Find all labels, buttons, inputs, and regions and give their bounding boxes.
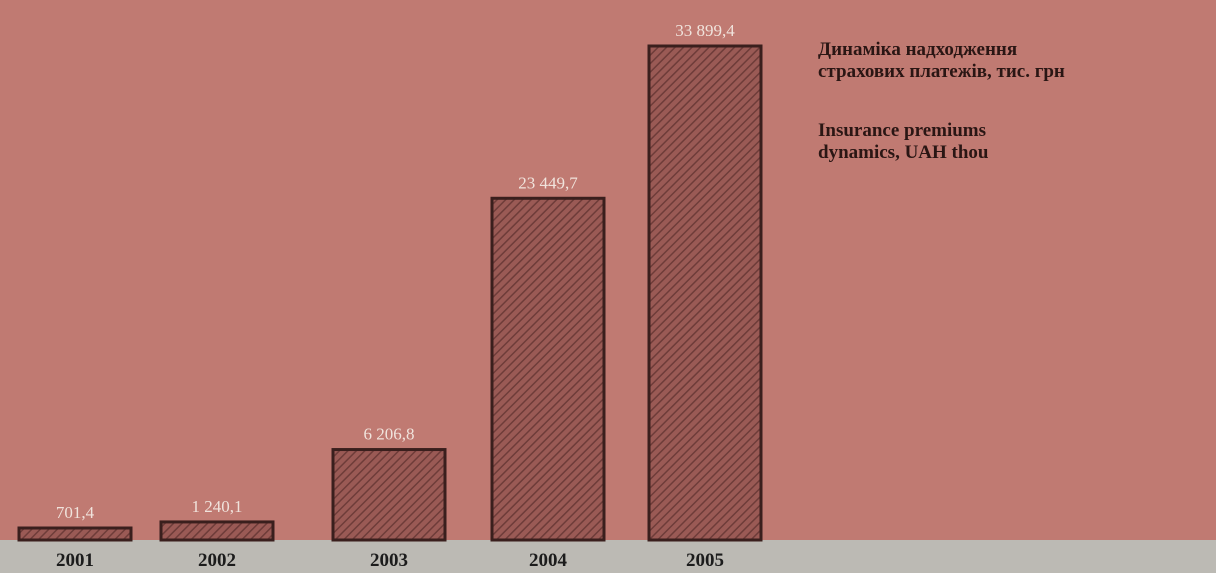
caption-ua-line-2: страхових платежів, тис. грн: [818, 61, 1065, 82]
caption-english: Insurance premiums dynamics, UAH thou: [818, 120, 1208, 164]
value-label-2002: 1 240,1: [192, 497, 243, 516]
x-axis-band: [0, 540, 1216, 573]
bar-2003: [331, 448, 447, 542]
bar-2001: [17, 526, 133, 542]
value-label-2001: 701,4: [56, 503, 95, 522]
value-label-2004: 23 449,7: [518, 173, 578, 192]
caption-ua-line-1: Динаміка надходження: [818, 39, 1018, 60]
bar-2002: [159, 520, 275, 542]
caption-en-line-2: dynamics, UAH thou: [818, 142, 989, 163]
x-tick-label-2003: 2003: [370, 550, 408, 571]
x-tick-label-2002: 2002: [198, 550, 236, 571]
bars-layer: [17, 44, 763, 542]
bar-2005: [647, 44, 763, 542]
x-tick-label-2004: 2004: [529, 550, 568, 571]
caption-en-line-1: Insurance premiums: [818, 120, 987, 141]
caption-ukrainian: Динаміка надходження страхових платежів,…: [818, 39, 1208, 83]
x-tick-labels: 2001 2002 2003 2004 2005: [56, 550, 724, 571]
x-tick-label-2005: 2005: [686, 550, 724, 571]
labels-layer: 701,4 1 240,1 6 206,8 23 449,7 33 899,4: [56, 21, 735, 522]
bar-2004: [490, 196, 606, 542]
value-label-2005: 33 899,4: [675, 21, 735, 40]
x-tick-label-2001: 2001: [56, 550, 94, 571]
value-label-2003: 6 206,8: [364, 425, 415, 444]
